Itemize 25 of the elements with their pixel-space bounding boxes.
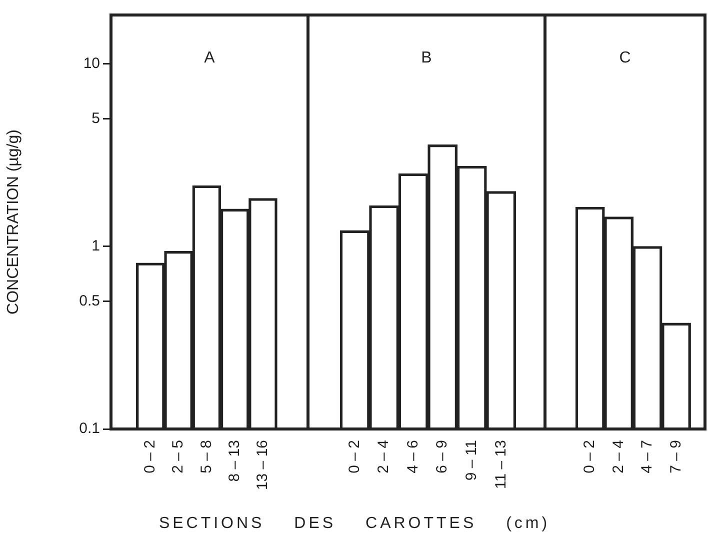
x-tick-label: 13 – 16 — [254, 440, 272, 490]
y-axis-title: CONCENTRATION (µg/g) — [5, 130, 22, 314]
y-tick-label: 10 — [83, 54, 100, 72]
x-tick-label: 0 – 2 — [581, 440, 598, 474]
y-tick-label: 5 — [92, 110, 100, 127]
x-tick-label: 11 – 13 — [492, 440, 510, 489]
x-axis-title: SECTIONS DES CAROTTES (cm) — [158, 515, 552, 533]
text: A — [204, 49, 216, 66]
x-tick-label: 4 – 6 — [404, 440, 422, 474]
x-tick-label: 0 – 2 — [346, 440, 363, 474]
x-tick-label: 0 – 2 — [142, 440, 159, 474]
y-tick-label: 0.1 — [79, 420, 100, 438]
y-tick-label: 0.5 — [79, 292, 100, 310]
y-tick-label: 1 — [92, 238, 100, 255]
x-tick-label: 5 – 8 — [198, 440, 215, 474]
x-tick-label: 9 – 11 — [462, 440, 480, 481]
x-tick-label: 2 – 4 — [610, 440, 627, 474]
x-tick-label: 2 – 5 — [170, 440, 187, 474]
x-tick-label: 8 – 13 — [226, 440, 243, 482]
x-tick-label: 7 – 9 — [667, 440, 684, 474]
x-tick-label: 4 – 7 — [638, 440, 656, 474]
x-tick-label: 6 – 9 — [434, 440, 451, 474]
text: B — [421, 49, 432, 66]
text: C — [619, 49, 631, 66]
x-tick-label: 2 – 4 — [375, 440, 392, 474]
